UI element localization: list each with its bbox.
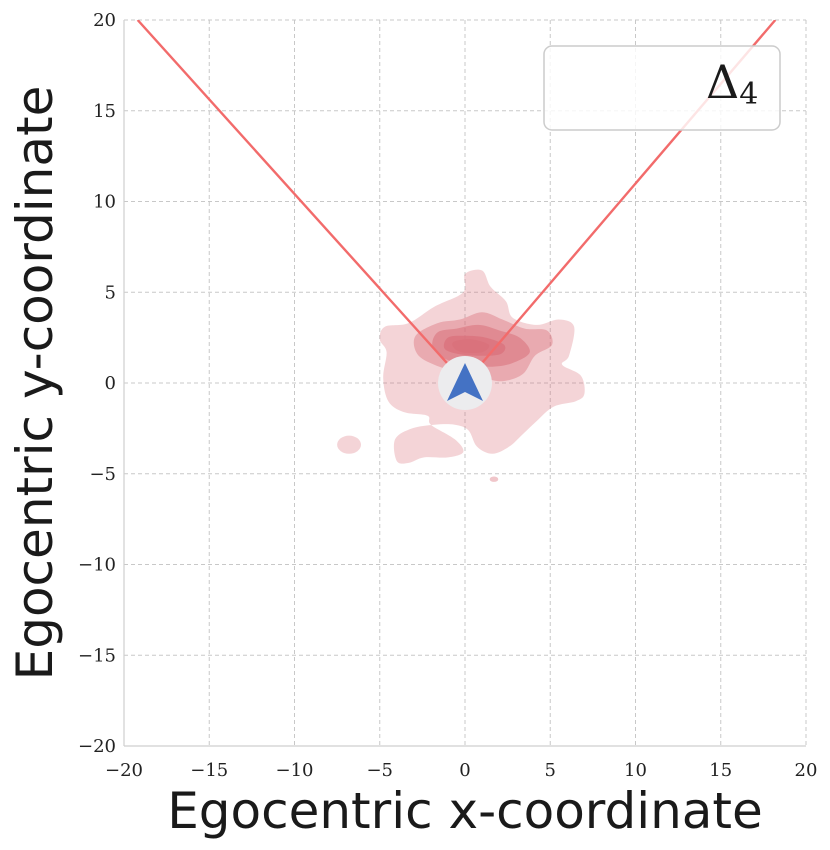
legend-subscript: 4 xyxy=(739,77,758,112)
legend-symbol: Δ xyxy=(706,55,739,109)
y-tick-label: −20 xyxy=(78,736,116,757)
fov-line-left xyxy=(136,20,466,384)
axis-spines xyxy=(123,20,806,747)
agent-marker xyxy=(438,356,492,410)
x-axis-label: Egocentric x-coordinate xyxy=(167,782,763,840)
x-tick-label: 5 xyxy=(545,760,556,781)
x-tick-label: −15 xyxy=(190,760,228,781)
y-tick-label: 5 xyxy=(105,282,116,303)
x-tick-label: −5 xyxy=(366,760,393,781)
agent-arrow-icon xyxy=(447,363,483,401)
x-tick-label: −10 xyxy=(276,760,314,781)
y-axis-label: Egocentric y-coordinate xyxy=(6,86,64,681)
y-tick-label: 0 xyxy=(105,373,116,394)
density-level-5 xyxy=(452,339,490,353)
density-blob-0 xyxy=(337,435,361,454)
density-blob-1 xyxy=(489,476,499,482)
x-tick-label: 0 xyxy=(459,760,470,781)
legend-box xyxy=(543,45,781,131)
x-tick-label: −20 xyxy=(105,760,143,781)
y-tick-label: −15 xyxy=(78,645,116,666)
y-tick-label: −10 xyxy=(78,555,116,576)
y-tick-label: −5 xyxy=(89,464,116,485)
legend: Δ4 xyxy=(543,45,781,131)
x-tick-label: 20 xyxy=(795,760,818,781)
y-tick-label: 10 xyxy=(93,192,116,213)
x-tick-label: 15 xyxy=(709,760,732,781)
x-tick-labels: −20 −15 −10 −5 0 5 10 15 20 xyxy=(105,760,817,781)
x-tick-label: 10 xyxy=(624,760,647,781)
y-tick-label: 20 xyxy=(93,10,116,31)
y-tick-label: 15 xyxy=(93,101,116,122)
y-tick-labels: −20 −15 −10 −5 0 5 10 15 20 xyxy=(78,10,116,757)
svg-text:Δ4: Δ4 xyxy=(706,55,758,112)
